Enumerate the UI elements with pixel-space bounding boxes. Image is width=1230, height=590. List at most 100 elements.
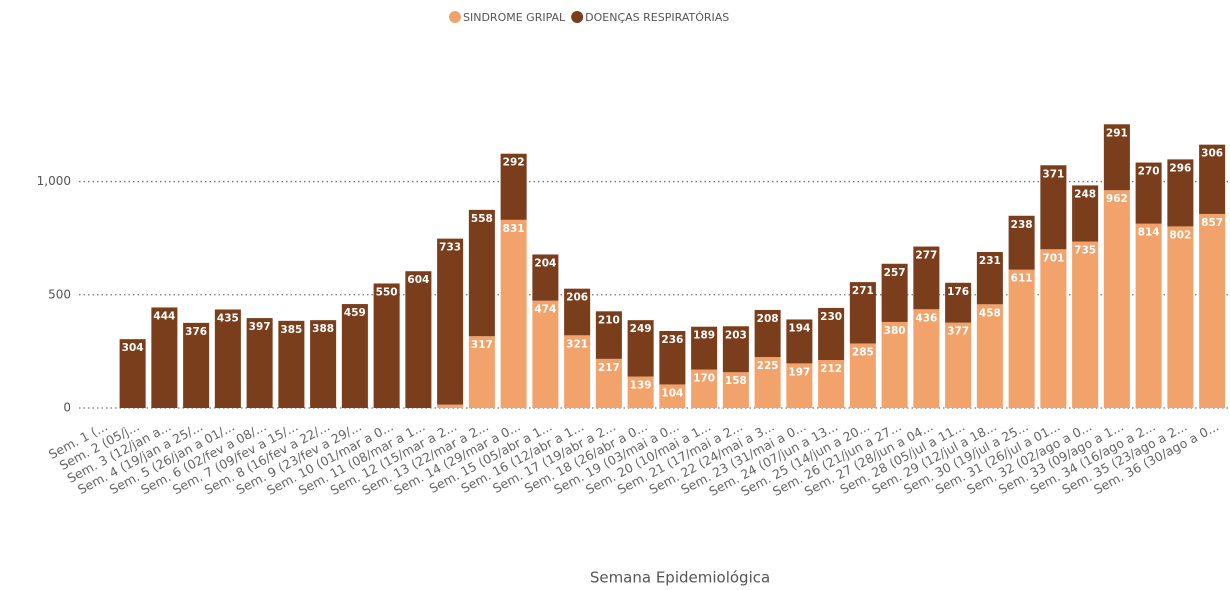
data-label: 474 (534, 304, 556, 316)
data-label: 189 (693, 330, 715, 342)
data-label: 397 (249, 321, 271, 333)
data-label: 435 (217, 313, 239, 325)
data-label: 212 (820, 363, 842, 375)
data-label: 380 (884, 325, 906, 337)
bar-segment (119, 339, 146, 408)
legend-label: DOENÇAS RESPIRATÓRIAS (585, 11, 729, 24)
bar-segment (1103, 190, 1130, 408)
bar-segment (1199, 213, 1226, 408)
bar-segment (786, 319, 813, 364)
data-label: 550 (376, 286, 398, 298)
bar-segment (945, 282, 972, 323)
bar-segment (1008, 269, 1035, 408)
bar-segment (627, 376, 654, 408)
x-axis-title: Semana Epidemiológica (590, 569, 770, 587)
bar-segment (945, 322, 972, 408)
bar-segment (468, 209, 495, 337)
data-label: 317 (471, 339, 493, 351)
data-label: 236 (661, 334, 683, 346)
bar-segment (1072, 185, 1099, 242)
bar-segment (849, 282, 876, 344)
bar-segment (627, 320, 654, 377)
bar-segment (500, 153, 527, 220)
data-label: 611 (1011, 273, 1033, 285)
bar-segment (278, 320, 305, 408)
data-label: 733 (439, 242, 461, 254)
y-tick-label: 0 (63, 401, 71, 415)
bar-segment (1008, 215, 1035, 270)
bar-segment (818, 359, 845, 408)
bar-segment (691, 369, 718, 408)
data-label: 210 (598, 314, 620, 326)
bar-segment (564, 335, 591, 408)
data-label: 257 (884, 267, 906, 279)
data-label: 285 (852, 346, 874, 358)
data-label: 802 (1169, 229, 1191, 241)
bar-segment (786, 363, 813, 408)
bar-segment (913, 246, 940, 310)
data-label: 388 (312, 323, 334, 335)
data-label: 139 (630, 380, 652, 392)
bar-segment (659, 331, 686, 385)
data-label: 831 (503, 223, 525, 235)
data-label: 203 (725, 329, 747, 341)
bar-segment (1135, 162, 1162, 224)
bar-segment (754, 309, 781, 358)
data-label: 291 (1106, 127, 1128, 139)
legend: SINDROME GRIPAL DOENÇAS RESPIRATÓRIAS (449, 11, 729, 24)
data-label: 104 (661, 387, 683, 399)
bar-segment (1040, 165, 1067, 250)
bar-segment (1103, 124, 1130, 191)
data-label: 208 (757, 313, 779, 325)
data-label: 306 (1201, 148, 1223, 160)
data-label: 231 (979, 255, 1001, 267)
data-label: 459 (344, 307, 366, 319)
bar-segment (691, 326, 718, 370)
bar-segment (214, 309, 241, 408)
data-label: 249 (630, 323, 652, 335)
data-label: 238 (1011, 219, 1033, 231)
data-label: 176 (947, 286, 969, 298)
bar-segment (437, 404, 464, 408)
bar-segment (976, 304, 1003, 408)
data-label: 170 (693, 373, 715, 385)
data-label: 206 (566, 292, 588, 304)
data-label: 158 (725, 375, 747, 387)
data-label: 371 (1042, 168, 1064, 180)
bar-segment (151, 307, 178, 408)
bar-segment (595, 311, 622, 359)
data-label: 814 (1138, 227, 1160, 239)
legend-label: SINDROME GRIPAL (463, 11, 566, 24)
legend-marker (449, 11, 461, 23)
legend-marker (571, 11, 584, 23)
bar-segment (722, 326, 749, 373)
data-label: 292 (503, 157, 525, 169)
data-label: 377 (947, 326, 969, 338)
data-label: 248 (1074, 188, 1096, 200)
data-label: 604 (407, 274, 429, 286)
bar-segment (1135, 223, 1162, 408)
bar-segment (1072, 241, 1099, 408)
data-label: 376 (185, 326, 207, 338)
bar-segment (722, 372, 749, 408)
data-label: 194 (788, 322, 810, 334)
bar-segment (881, 263, 908, 322)
bar-segment (341, 304, 368, 408)
bar-segment (246, 318, 273, 408)
bar-segment (976, 251, 1003, 305)
bar-segment (913, 309, 940, 408)
data-label: 444 (153, 310, 175, 322)
bar-segment (595, 358, 622, 408)
bar-segment (1167, 226, 1194, 408)
bar-segment (881, 321, 908, 408)
data-label: 385 (280, 324, 302, 336)
bar-segment (1167, 159, 1194, 227)
data-label: 458 (979, 307, 1001, 319)
data-label: 217 (598, 362, 620, 374)
bar-segment (405, 271, 432, 408)
data-label: 857 (1201, 217, 1223, 229)
data-label: 277 (915, 250, 937, 262)
bar-segment (532, 300, 559, 408)
